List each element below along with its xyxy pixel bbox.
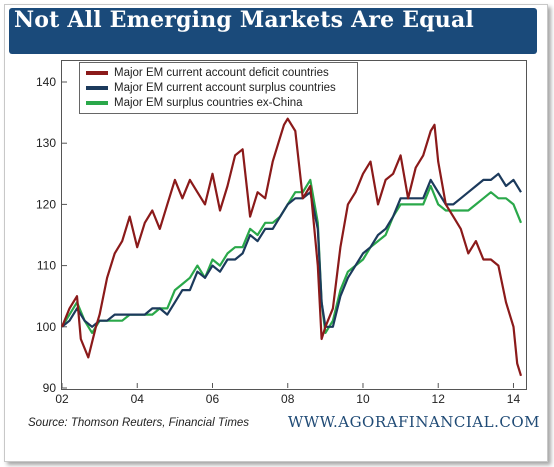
x-tick-label: 04 xyxy=(131,392,145,406)
legend-swatch-deficit xyxy=(86,71,108,75)
x-tick-label: 10 xyxy=(356,392,370,406)
x-tick-label: 12 xyxy=(432,392,446,406)
brand-url: WWW.AGORAFINANCIAL.COM xyxy=(287,413,540,431)
y-tick-label: 90 xyxy=(43,381,57,395)
title-bar xyxy=(9,8,537,54)
chart-legend: Major EM current account deficit countri… xyxy=(79,62,358,114)
legend-label-deficit: Major EM current account deficit countri… xyxy=(114,67,329,79)
x-tick-label: 14 xyxy=(507,392,521,406)
x-tick-label: 02 xyxy=(55,392,69,406)
y-tick-label: 140 xyxy=(36,75,56,89)
series-line-0 xyxy=(60,117,523,377)
y-tick-label: 100 xyxy=(36,320,56,334)
x-tick-label: 08 xyxy=(281,392,295,406)
y-tick-label: 120 xyxy=(36,197,56,211)
legend-item-surplus: Major EM current account surplus countri… xyxy=(86,82,336,96)
legend-item-deficit: Major EM current account deficit countri… xyxy=(86,67,329,81)
source-note: Source: Thomson Reuters, Financial Times xyxy=(28,417,250,429)
series-line-2 xyxy=(61,178,523,334)
series-line-1 xyxy=(61,172,522,328)
plot-area xyxy=(61,60,527,390)
x-tick-label: 06 xyxy=(206,392,220,406)
y-tick-label: 110 xyxy=(37,259,56,273)
legend-swatch-surplus xyxy=(86,86,108,90)
chart-title: Not All Emerging Markets Are Equal xyxy=(14,7,474,33)
y-tick-label: 130 xyxy=(36,136,56,150)
legend-label-surplus-ex-china: Major EM surplus countries ex-China xyxy=(114,97,303,109)
legend-swatch-surplus-ex-china xyxy=(86,101,108,105)
legend-item-surplus-ex-china: Major EM surplus countries ex-China xyxy=(86,97,303,111)
legend-label-surplus: Major EM current account surplus countri… xyxy=(114,82,336,94)
